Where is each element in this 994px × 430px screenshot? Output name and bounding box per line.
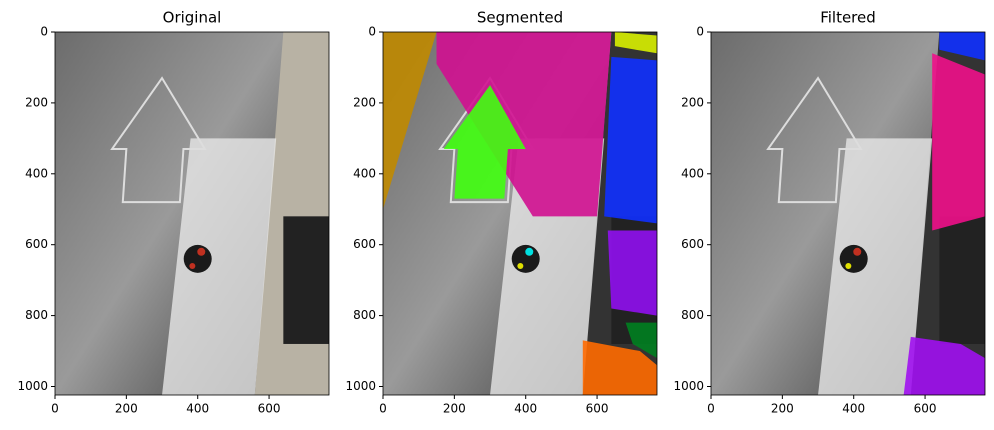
x-tick-label: 400 xyxy=(186,402,209,416)
arrow-outline xyxy=(766,76,863,204)
arrow-outline xyxy=(110,76,207,204)
ladybug-spot xyxy=(189,262,196,269)
segment xyxy=(443,85,526,199)
segment xyxy=(903,336,985,395)
ladybug-spot xyxy=(517,262,524,269)
y-tick-label: 200 xyxy=(353,95,376,109)
highlight xyxy=(818,138,933,395)
subplot-title: Segmented xyxy=(477,9,563,27)
holder xyxy=(283,216,329,344)
y-tick-label: 800 xyxy=(25,308,48,322)
segment xyxy=(436,32,612,217)
y-tick-label: 1000 xyxy=(345,379,376,393)
y-tick-label: 400 xyxy=(25,166,48,180)
y-tick-label: 600 xyxy=(681,237,704,251)
x-tick-label: 0 xyxy=(707,402,715,416)
y-tick-label: 600 xyxy=(25,237,48,251)
axes-frame xyxy=(54,31,330,396)
x-tick-label: 0 xyxy=(379,402,387,416)
axes-frame xyxy=(382,31,658,396)
segment xyxy=(614,32,657,54)
y-tick-label: 400 xyxy=(353,166,376,180)
ladybug xyxy=(183,244,212,273)
y-tick-label: 600 xyxy=(353,237,376,251)
y-tick-label: 0 xyxy=(40,25,48,39)
y-tick-label: 800 xyxy=(681,308,704,322)
subplot-title: Original xyxy=(163,9,222,27)
ladybug xyxy=(839,244,868,273)
highlight xyxy=(162,138,277,395)
y-tick-label: 800 xyxy=(353,308,376,322)
subplot-title: Filtered xyxy=(820,9,876,27)
axes-frame xyxy=(710,31,986,396)
ladybug-spot xyxy=(197,247,206,256)
image xyxy=(711,32,985,395)
segment xyxy=(604,56,657,224)
x-tick-label: 600 xyxy=(258,402,281,416)
x-tick-label: 200 xyxy=(771,402,794,416)
y-tick-label: 1000 xyxy=(17,379,48,393)
segment xyxy=(625,322,657,359)
segment xyxy=(932,53,985,231)
x-tick-label: 0 xyxy=(51,402,59,416)
x-tick-label: 600 xyxy=(914,402,937,416)
holder xyxy=(939,216,985,344)
segment xyxy=(383,32,437,210)
y-tick-label: 400 xyxy=(681,166,704,180)
x-tick-label: 200 xyxy=(443,402,466,416)
x-tick-label: 200 xyxy=(115,402,138,416)
x-tick-label: 600 xyxy=(586,402,609,416)
ladybug-spot xyxy=(525,247,534,256)
x-tick-label: 400 xyxy=(514,402,537,416)
segment xyxy=(939,32,985,61)
ladybug-spot xyxy=(845,262,852,269)
image xyxy=(383,32,657,395)
y-tick-label: 0 xyxy=(368,25,376,39)
y-tick-label: 200 xyxy=(681,95,704,109)
y-tick-label: 1000 xyxy=(673,379,704,393)
ladybug xyxy=(511,244,540,273)
segment xyxy=(582,340,657,395)
y-tick-label: 200 xyxy=(25,95,48,109)
x-tick-label: 400 xyxy=(842,402,865,416)
image xyxy=(55,32,329,395)
y-tick-label: 0 xyxy=(696,25,704,39)
ladybug-spot xyxy=(853,247,862,256)
segment xyxy=(607,230,657,316)
